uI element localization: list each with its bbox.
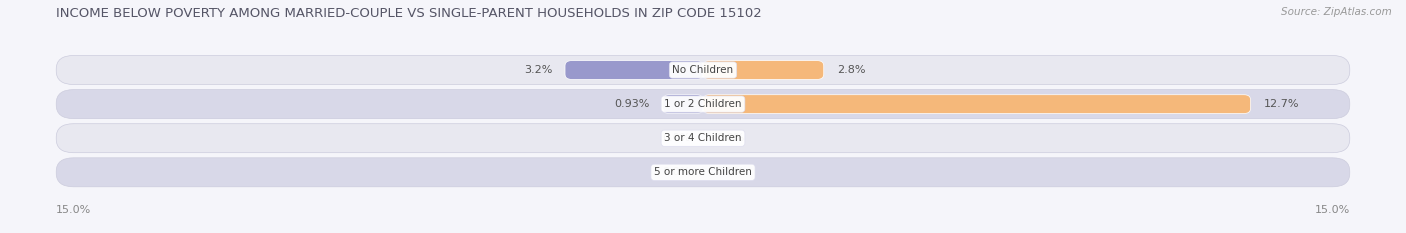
FancyBboxPatch shape (56, 90, 1350, 119)
Text: 15.0%: 15.0% (56, 205, 91, 215)
Text: 2.8%: 2.8% (837, 65, 865, 75)
Text: 3.2%: 3.2% (523, 65, 553, 75)
Text: INCOME BELOW POVERTY AMONG MARRIED-COUPLE VS SINGLE-PARENT HOUSEHOLDS IN ZIP COD: INCOME BELOW POVERTY AMONG MARRIED-COUPL… (56, 7, 762, 20)
Text: 12.7%: 12.7% (1264, 99, 1299, 109)
Text: 15.0%: 15.0% (1315, 205, 1350, 215)
Text: 0.0%: 0.0% (716, 167, 744, 177)
Text: 0.0%: 0.0% (716, 133, 744, 143)
FancyBboxPatch shape (662, 95, 703, 113)
FancyBboxPatch shape (56, 158, 1350, 187)
Text: 0.0%: 0.0% (662, 133, 690, 143)
Text: 1 or 2 Children: 1 or 2 Children (664, 99, 742, 109)
FancyBboxPatch shape (703, 95, 1250, 113)
Text: 3 or 4 Children: 3 or 4 Children (664, 133, 742, 143)
FancyBboxPatch shape (703, 61, 824, 79)
FancyBboxPatch shape (56, 124, 1350, 153)
Text: No Children: No Children (672, 65, 734, 75)
Text: 0.0%: 0.0% (662, 167, 690, 177)
FancyBboxPatch shape (565, 61, 703, 79)
Text: 5 or more Children: 5 or more Children (654, 167, 752, 177)
FancyBboxPatch shape (56, 55, 1350, 85)
Text: Source: ZipAtlas.com: Source: ZipAtlas.com (1281, 7, 1392, 17)
Text: 0.93%: 0.93% (614, 99, 650, 109)
